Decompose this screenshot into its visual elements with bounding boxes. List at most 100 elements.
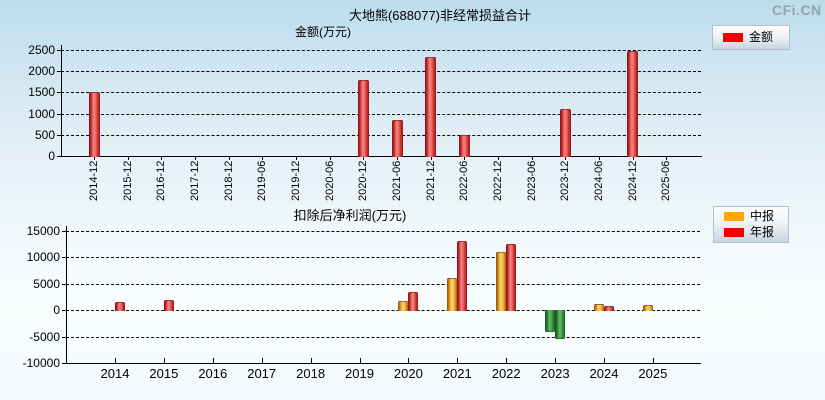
y-axis-label: 1500 [28,85,55,100]
x-axis-label: 2016-12 [155,161,168,202]
y-axis-line [61,45,62,156]
x-axis-tick [408,358,410,363]
x-axis-label: 2018 [296,366,326,381]
x-axis-label: 2015-12 [121,161,134,202]
x-axis-tick [296,156,298,160]
gridline-0 [66,310,700,312]
legend-item-annual: 年报 [724,226,788,239]
y-axis-label: -10000 [22,356,60,370]
chart1-ylabel: 金额(万元) [295,25,351,39]
x-axis-tick [555,358,557,363]
bar-金额-2023-12 [559,108,571,157]
chart2-legend: 中报 年报 [713,206,789,243]
chart1-title: 大地熊(688077)非经常损益合计 [348,8,532,23]
y-axis-tick [57,50,61,51]
x-axis-tick [464,156,466,160]
bar-金额-2014-12 [88,91,100,157]
bar-中报-2021 [447,277,458,312]
x-axis-tick [430,156,432,160]
y-axis-label: 2000 [28,64,55,79]
x-axis-label: 2020-12 [357,161,370,202]
bar-金额-2021-06 [391,119,403,157]
interim-legend-label: 中报 [750,209,775,223]
amount-swatch-icon [723,33,743,42]
x-axis-tick [228,156,230,160]
bar-中报-2023 [545,310,556,333]
x-axis-label: 2024 [589,366,619,381]
y-axis-tick [62,231,66,232]
x-axis-label: 2017 [247,366,277,381]
x-axis-line [61,156,702,157]
x-axis-tick [363,156,365,160]
y-axis-label: 10000 [26,250,60,265]
y-axis-tick [62,336,66,338]
x-axis-tick [262,156,264,160]
x-axis-label: 2021-06 [391,161,404,202]
y-axis-tick [57,156,61,157]
x-axis-tick [397,156,399,160]
cfi-logo: CFi.CN [772,2,822,18]
interim-swatch-icon [724,212,744,221]
gridline-500 [61,134,701,136]
x-axis-tick [115,358,116,363]
x-axis-tick [127,156,129,160]
y-axis-tick [57,113,61,115]
y-axis-tick [57,71,61,73]
y-axis-label: -5000 [29,329,60,344]
x-axis-tick [163,358,165,363]
x-axis-label: 2023-06 [525,161,538,202]
y-axis-label: 1000 [28,106,55,121]
gridline--5000 [66,336,700,338]
x-axis-label: 2019-06 [256,161,269,202]
x-axis-tick [599,156,601,160]
chart2-plot: -10000 -5000 0 5000 10000 15000 2014 2015 2016 20… [23,225,701,380]
gridline-2000 [61,71,701,73]
x-axis-label: 2018-12 [222,161,235,202]
x-axis-label: 2019-12 [290,161,303,202]
y-axis-label: 500 [34,127,55,142]
x-axis-label: 2024-06 [593,161,606,202]
bar-年报-2023 [555,310,566,339]
x-axis-label: 2016 [198,366,228,381]
x-axis-tick [531,156,533,160]
chart1-legend: 金额 [712,25,790,50]
legend-item-amount: 金额 [723,31,789,44]
x-axis-label: 2019 [345,366,374,381]
x-axis-label: 2022 [491,366,521,381]
chart1-plot: 0 500 1000 1500 2000 2500 2014-12 2015-12 2016-1… [28,44,702,201]
x-axis-tick [632,156,634,160]
x-axis-tick [212,358,214,363]
x-axis-tick [261,358,263,363]
gridline-5000 [66,283,700,285]
bar-年报-2022 [506,243,517,312]
x-axis-tick [310,358,312,363]
y-axis-tick [57,134,61,136]
x-axis-label: 2014-12 [88,161,100,202]
y-axis-label: 5000 [33,276,60,291]
bar-金额-2024-12 [627,50,639,157]
gridline-15000 [66,231,700,232]
y-axis-tick [62,257,66,259]
x-axis-label: 2023 [540,366,570,381]
annual-legend-label: 年报 [750,225,775,239]
bar-金额-2022-06 [458,134,470,157]
x-axis-label: 2024-12 [626,161,639,202]
x-axis-tick [161,156,163,160]
x-axis-tick [457,358,459,363]
bar-金额-2021-12 [425,57,437,157]
bar-年报-2015 [163,299,174,312]
x-axis-tick [506,358,508,363]
y-axis-label: 15000 [26,224,60,238]
x-axis-label: 2020-06 [323,161,336,202]
y-axis-line [66,226,67,363]
x-axis-tick [565,156,567,160]
x-axis-label: 2017-12 [189,161,201,202]
x-axis-tick [652,358,654,363]
x-axis-label: 2022-12 [492,161,505,202]
bar-年报-2020 [408,291,419,312]
x-axis-label: 2021-12 [424,161,437,202]
x-axis-tick [195,156,196,160]
x-axis-label: 2023-12 [559,161,572,202]
y-axis-tick [62,310,66,312]
x-axis-label: 2025-06 [660,161,673,202]
